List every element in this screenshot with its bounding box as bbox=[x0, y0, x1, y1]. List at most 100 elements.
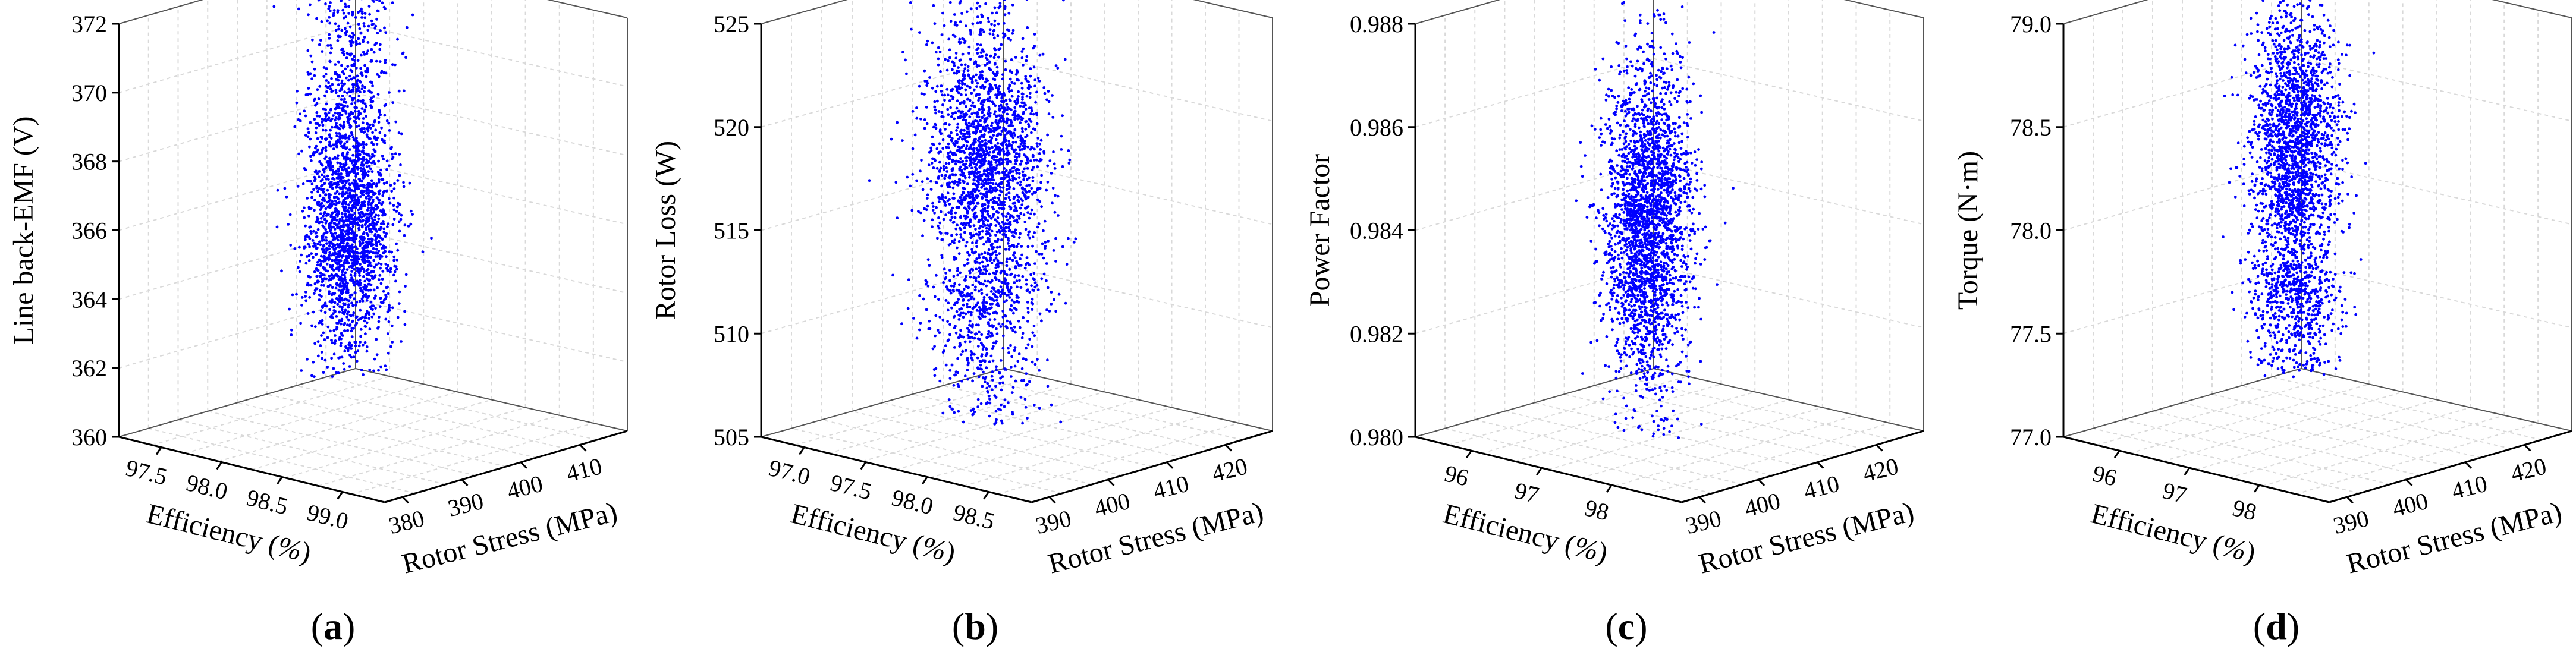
data-point bbox=[367, 170, 370, 173]
data-point bbox=[951, 186, 955, 190]
data-point bbox=[368, 198, 371, 201]
data-point bbox=[994, 48, 997, 52]
data-point bbox=[310, 252, 313, 255]
data-point bbox=[998, 126, 1002, 129]
data-point bbox=[340, 81, 343, 85]
data-point bbox=[975, 239, 979, 243]
data-point bbox=[995, 210, 998, 213]
data-point bbox=[343, 97, 346, 101]
data-point bbox=[335, 297, 338, 300]
data-point bbox=[948, 1, 952, 4]
data-point bbox=[975, 308, 979, 312]
data-point bbox=[986, 251, 989, 255]
data-point bbox=[1003, 292, 1006, 295]
grid-line bbox=[285, 407, 526, 478]
data-point bbox=[958, 81, 961, 85]
grid-line bbox=[118, 161, 356, 231]
data-point bbox=[978, 33, 982, 36]
grid-line bbox=[326, 376, 598, 440]
data-point bbox=[335, 142, 338, 146]
data-point bbox=[319, 203, 322, 206]
data-point bbox=[1017, 195, 1020, 199]
data-point bbox=[344, 2, 347, 6]
data-point bbox=[306, 358, 309, 361]
data-point bbox=[347, 262, 351, 265]
data-point bbox=[959, 0, 962, 3]
data-point bbox=[357, 159, 360, 162]
data-point bbox=[329, 43, 332, 47]
data-point bbox=[1074, 237, 1077, 241]
data-point bbox=[360, 74, 364, 77]
data-point bbox=[991, 11, 994, 15]
data-point bbox=[1023, 167, 1026, 171]
data-point bbox=[962, 311, 965, 315]
data-point bbox=[1003, 110, 1006, 114]
data-point bbox=[981, 213, 985, 216]
data-point bbox=[370, 250, 373, 253]
data-point bbox=[367, 225, 370, 228]
data-point bbox=[991, 175, 994, 178]
data-point bbox=[1006, 218, 1009, 222]
data-point bbox=[328, 244, 331, 247]
data-point bbox=[327, 178, 330, 181]
data-point bbox=[988, 87, 991, 91]
data-point bbox=[1019, 148, 1022, 152]
data-point bbox=[972, 412, 975, 416]
data-point bbox=[997, 108, 1001, 111]
data-point bbox=[1023, 173, 1026, 177]
data-point bbox=[332, 9, 336, 12]
data-point bbox=[326, 86, 329, 89]
data-point bbox=[337, 103, 340, 106]
data-point bbox=[1029, 74, 1032, 78]
data-point bbox=[944, 162, 948, 165]
data-point bbox=[357, 117, 361, 121]
data-point bbox=[982, 108, 985, 111]
data-point bbox=[943, 99, 946, 102]
data-point bbox=[940, 90, 943, 93]
data-point bbox=[982, 304, 985, 307]
data-point bbox=[913, 133, 917, 137]
data-point bbox=[934, 51, 938, 54]
data-point bbox=[987, 130, 991, 134]
data-point bbox=[350, 293, 354, 297]
data-point bbox=[324, 193, 328, 196]
data-point bbox=[947, 162, 951, 165]
data-point bbox=[323, 218, 326, 221]
data-point bbox=[975, 73, 978, 77]
data-point bbox=[381, 1, 384, 5]
data-point bbox=[1013, 82, 1016, 85]
data-point bbox=[317, 321, 321, 325]
data-point bbox=[1017, 319, 1020, 323]
data-point bbox=[985, 226, 988, 230]
data-point bbox=[999, 359, 1003, 362]
data-point bbox=[375, 263, 378, 266]
data-point bbox=[365, 269, 369, 272]
data-point bbox=[374, 255, 378, 259]
data-point bbox=[1028, 380, 1031, 383]
data-point bbox=[991, 33, 995, 36]
data-point bbox=[938, 221, 942, 225]
data-point bbox=[981, 348, 985, 351]
data-point bbox=[358, 274, 362, 277]
panel-letter: a bbox=[323, 605, 343, 647]
data-point bbox=[325, 90, 328, 93]
data-point bbox=[976, 139, 980, 143]
data-point bbox=[994, 53, 997, 56]
data-point bbox=[987, 190, 991, 193]
grid-line bbox=[912, 393, 1183, 458]
data-point bbox=[348, 0, 351, 1]
y-tick-mark bbox=[520, 461, 527, 469]
z-axis-label: Line back-EMF (V) bbox=[8, 116, 39, 345]
data-point bbox=[388, 304, 391, 307]
data-point bbox=[327, 116, 331, 120]
data-point bbox=[361, 247, 365, 250]
data-point bbox=[367, 191, 370, 195]
data-point bbox=[371, 84, 374, 87]
data-point bbox=[321, 124, 325, 127]
data-point bbox=[360, 369, 363, 371]
data-point bbox=[297, 7, 300, 11]
data-point bbox=[1028, 216, 1031, 220]
data-point bbox=[999, 285, 1003, 288]
data-point bbox=[998, 382, 1001, 385]
data-point bbox=[322, 371, 325, 374]
